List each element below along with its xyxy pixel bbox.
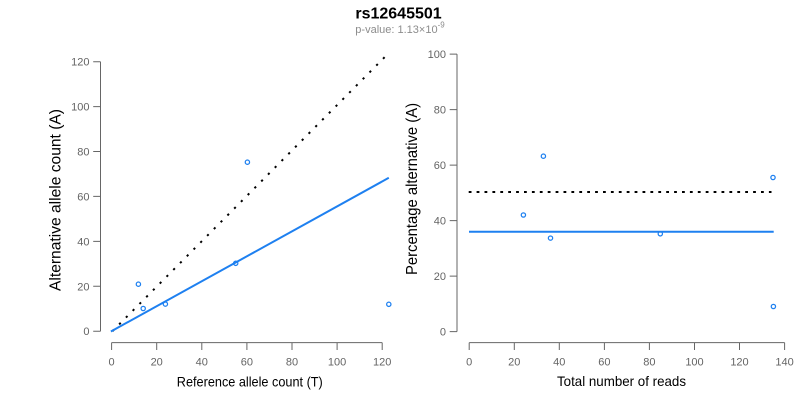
svg-text:140: 140: [775, 357, 793, 369]
svg-text:100: 100: [328, 357, 346, 369]
svg-text:120: 120: [71, 57, 89, 69]
svg-text:40: 40: [553, 357, 565, 369]
svg-text:0: 0: [83, 326, 89, 338]
svg-text:0: 0: [109, 357, 115, 369]
svg-text:120: 120: [373, 357, 391, 369]
svg-text:0: 0: [440, 327, 446, 339]
svg-text:Reference allele count (T): Reference allele count (T): [177, 374, 323, 389]
svg-text:p-value: 1.13×10: p-value: 1.13×10: [355, 24, 437, 36]
svg-text:80: 80: [434, 105, 446, 117]
svg-text:40: 40: [434, 216, 446, 228]
svg-text:100: 100: [428, 49, 446, 61]
svg-text:40: 40: [196, 357, 208, 369]
svg-text:60: 60: [77, 191, 89, 203]
svg-text:60: 60: [434, 160, 446, 172]
svg-text:Percentage alternative (A): Percentage alternative (A): [404, 103, 421, 275]
svg-text:100: 100: [685, 357, 703, 369]
svg-text:rs12645501: rs12645501: [355, 6, 441, 23]
svg-text:20: 20: [151, 357, 163, 369]
svg-text:40: 40: [77, 236, 89, 248]
svg-text:Alternative allele count (A): Alternative allele count (A): [48, 109, 65, 291]
svg-text:20: 20: [77, 281, 89, 293]
svg-text:60: 60: [241, 357, 253, 369]
svg-text:80: 80: [643, 357, 655, 369]
svg-text:80: 80: [286, 357, 298, 369]
svg-text:20: 20: [434, 271, 446, 283]
svg-text:80: 80: [77, 147, 89, 159]
svg-text:20: 20: [508, 357, 520, 369]
svg-text:Total number of reads: Total number of reads: [557, 374, 686, 389]
svg-text:0: 0: [466, 357, 472, 369]
svg-text:120: 120: [730, 357, 748, 369]
svg-text:60: 60: [598, 357, 610, 369]
svg-text:100: 100: [71, 102, 89, 114]
svg-text:-9: -9: [438, 21, 446, 30]
